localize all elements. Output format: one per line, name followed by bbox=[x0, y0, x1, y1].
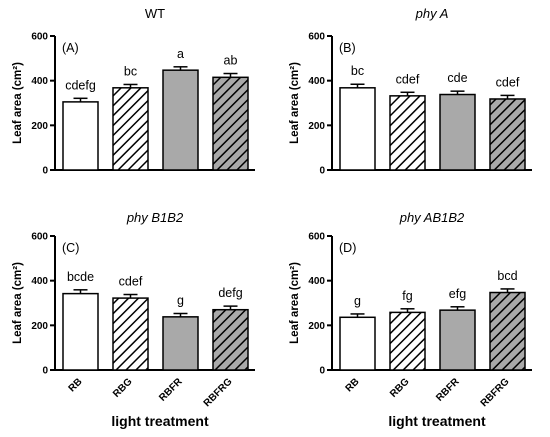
y-tick-label: 0 bbox=[319, 366, 325, 377]
bar bbox=[112, 87, 149, 171]
x-category-label: RBFRG bbox=[479, 376, 512, 409]
x-category-label: RB bbox=[344, 376, 362, 394]
bar bbox=[162, 69, 199, 171]
y-tick-label: 600 bbox=[31, 32, 48, 43]
y-tick-label: 400 bbox=[308, 76, 325, 87]
bar bbox=[62, 292, 99, 371]
x-category-label: RBFR bbox=[434, 376, 462, 404]
chart-panel: WT 0 200 400 600 Leaf area (cm²) (A) cdefg bc a ab bbox=[12, 6, 255, 177]
bar bbox=[212, 76, 249, 171]
significance-letter: efg bbox=[449, 287, 466, 301]
panel-label: (D) bbox=[339, 241, 356, 255]
significance-letter: cdef bbox=[119, 275, 143, 289]
y-tick-label: 200 bbox=[308, 321, 325, 332]
significance-letter: cdef bbox=[396, 72, 420, 86]
significance-letter: fg bbox=[402, 289, 412, 303]
significance-letter: defg bbox=[218, 286, 242, 300]
y-tick-label: 200 bbox=[31, 121, 48, 132]
chart-title: phy AB1B2 bbox=[399, 210, 465, 225]
significance-letter: bcd bbox=[497, 269, 517, 283]
chart-title: WT bbox=[145, 6, 165, 21]
x-category-label: RBG bbox=[388, 376, 412, 400]
y-tick-label: 0 bbox=[42, 166, 48, 177]
y-tick-label: 0 bbox=[42, 366, 48, 377]
bar bbox=[162, 316, 199, 371]
y-tick-label: 600 bbox=[308, 32, 325, 43]
bar bbox=[489, 98, 526, 171]
x-category-label: RBFR bbox=[157, 376, 185, 404]
chart-panel: phy B1B2 0 200 400 600 Leaf area (cm²) (C) bcde… bbox=[12, 210, 255, 429]
chart-title: phy B1B2 bbox=[126, 210, 184, 225]
panel-label: (B) bbox=[339, 41, 356, 55]
y-axis-label: Leaf area (cm²) bbox=[12, 62, 24, 144]
y-axis-label: Leaf area (cm²) bbox=[289, 262, 301, 344]
bar bbox=[62, 101, 99, 171]
bar bbox=[112, 297, 149, 371]
significance-letter: cdef bbox=[496, 75, 520, 89]
significance-letter: g bbox=[354, 294, 361, 308]
significance-letter: g bbox=[177, 293, 184, 307]
bar bbox=[212, 308, 249, 371]
significance-letter: cdefg bbox=[65, 78, 96, 92]
chart-title: phy A bbox=[415, 6, 449, 21]
y-tick-label: 400 bbox=[308, 276, 325, 287]
y-axis-label: Leaf area (cm²) bbox=[12, 262, 24, 344]
y-tick-label: 200 bbox=[31, 321, 48, 332]
bar bbox=[489, 291, 526, 371]
x-category-label: RBFRG bbox=[202, 376, 235, 409]
significance-letter: bc bbox=[351, 64, 364, 78]
x-axis-label: light treatment bbox=[388, 413, 486, 429]
bar bbox=[439, 93, 476, 171]
y-tick-label: 400 bbox=[31, 276, 48, 287]
bar bbox=[339, 87, 376, 171]
panel-label: (C) bbox=[62, 241, 79, 255]
significance-letter: a bbox=[177, 47, 184, 61]
y-tick-label: 400 bbox=[31, 76, 48, 87]
x-axis-label: light treatment bbox=[111, 413, 209, 429]
significance-letter: cde bbox=[447, 71, 467, 85]
bar bbox=[389, 95, 426, 171]
significance-letter: bcde bbox=[67, 270, 94, 284]
bar bbox=[439, 309, 476, 371]
x-category-label: RB bbox=[67, 376, 85, 394]
chart-panel: phy AB1B2 0 200 400 600 Leaf area (cm²) (D) g RB… bbox=[289, 210, 532, 429]
y-tick-label: 600 bbox=[31, 232, 48, 243]
y-tick-label: 600 bbox=[308, 232, 325, 243]
panel-label: (A) bbox=[62, 41, 79, 55]
y-axis-label: Leaf area (cm²) bbox=[289, 62, 301, 144]
significance-letter: bc bbox=[124, 64, 137, 78]
y-tick-label: 200 bbox=[308, 121, 325, 132]
significance-letter: ab bbox=[224, 54, 238, 68]
y-tick-label: 0 bbox=[319, 166, 325, 177]
bar bbox=[389, 311, 426, 371]
chart-panel: phy A 0 200 400 600 Leaf area (cm²) (B) bc cdef c… bbox=[289, 6, 532, 177]
x-category-label: RBG bbox=[111, 376, 135, 400]
bar bbox=[339, 316, 376, 371]
